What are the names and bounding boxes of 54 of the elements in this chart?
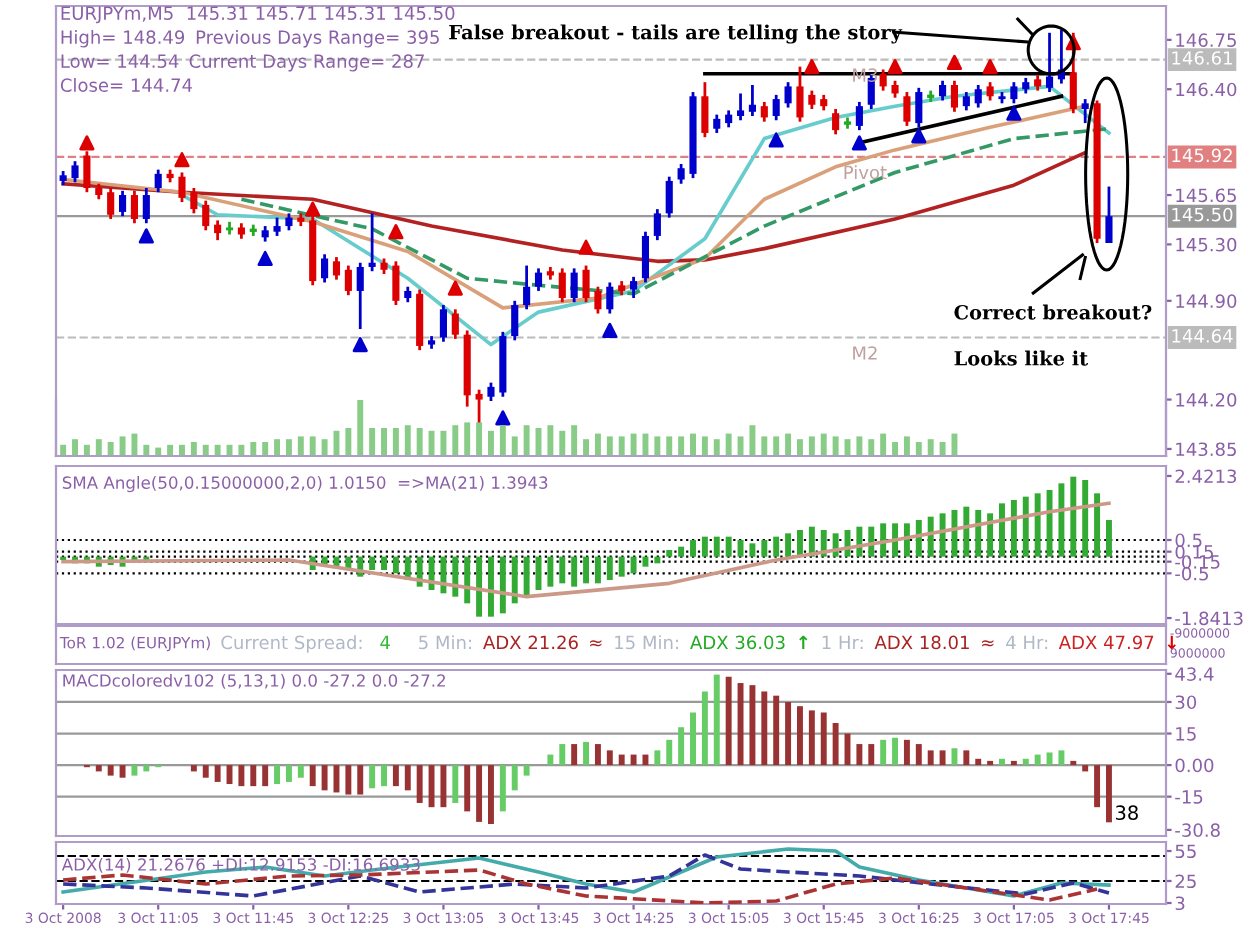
text: 4 Hr: bbox=[1006, 635, 1048, 649]
y-tick-label: 55 bbox=[1175, 844, 1196, 859]
annotation: Looks like it bbox=[954, 350, 1089, 366]
y-tick-label: 144.20 bbox=[1176, 393, 1237, 407]
text: ADX 47.97 bbox=[1058, 635, 1154, 650]
y-tick-label: 143.85 bbox=[1176, 442, 1236, 457]
ref-line-label: 145.50 bbox=[1172, 207, 1233, 222]
y-tick-label: 2.4213 bbox=[1175, 469, 1237, 484]
text: ↑ bbox=[799, 635, 808, 649]
annotation: Current Days Range= 287 bbox=[189, 54, 424, 72]
annotation: ADX(14) 21.2676 +DI:12.9153 -DI:16.6933 bbox=[61, 857, 420, 873]
annotation: MACDcoloredv102 (5,13,1) 0.0 -27.2 0.0 -27.2 bbox=[63, 673, 445, 689]
text: ≈ bbox=[590, 640, 602, 647]
y-tick-label: 0.15 bbox=[1175, 545, 1213, 559]
annotation: 38 bbox=[1115, 805, 1138, 821]
y-tick-label: 146.40 bbox=[1176, 82, 1237, 97]
y-tick-label: 25 bbox=[1175, 874, 1196, 889]
text: 5 Min: bbox=[419, 635, 471, 650]
y-tick-label: 43.4 bbox=[1175, 667, 1214, 681]
ref-line-label: 145.92 bbox=[1172, 148, 1232, 163]
y-tick-label: 0.5 bbox=[1175, 533, 1202, 548]
text: Current Spread: bbox=[221, 635, 362, 653]
annotation: False breakout - tails are telling the story bbox=[449, 24, 903, 44]
annotation: Close= 144.74 bbox=[60, 78, 193, 92]
y-tick-label: 0.00 bbox=[1175, 758, 1214, 773]
annotation: High= 148.49 bbox=[61, 30, 185, 48]
y-tick-label: 146.75 bbox=[1176, 33, 1236, 47]
annotation: M2 bbox=[853, 346, 877, 360]
annotation: Correct breakout? bbox=[954, 304, 1152, 320]
text: ADX 36.03 bbox=[690, 635, 785, 650]
y-tick-label: 145.30 bbox=[1176, 237, 1237, 252]
y-tick-label: 145.65 bbox=[1176, 188, 1236, 203]
text: ADX 18.01 bbox=[874, 635, 969, 650]
annotation: Previous Days Range= 395 bbox=[196, 30, 439, 48]
y-tick-label: -1.8413 bbox=[1175, 611, 1243, 626]
ref-line-label: 146.61 bbox=[1172, 51, 1232, 65]
annotation: SMA Angle(50,0.15000000,2,0) 1.0150 =>MA(21) 1.3943 bbox=[62, 476, 548, 493]
annotation: EURJPYm,M5 145.31 145.71 145.31 145.50 bbox=[61, 6, 455, 24]
y-tick-label: 15 bbox=[1176, 727, 1196, 741]
annotation: Pivot bbox=[844, 165, 887, 180]
y-tick-label: 3 bbox=[1175, 896, 1185, 911]
text: 15 Min: bbox=[615, 635, 678, 650]
y-tick-label: -30.8 bbox=[1175, 823, 1220, 838]
ref-line-label: 144.64 bbox=[1172, 329, 1233, 343]
y-tick-label: 144.90 bbox=[1176, 294, 1237, 308]
text: ↓ bbox=[1167, 635, 1176, 650]
text: 4 bbox=[380, 635, 390, 649]
text: 1 Hr: bbox=[822, 635, 863, 649]
y-tick-label: 30 bbox=[1175, 695, 1197, 710]
annotation: M3 bbox=[853, 68, 878, 82]
text: ≈ bbox=[982, 640, 994, 647]
y-tick-label: -15 bbox=[1175, 790, 1203, 804]
text: ADX 21.26 bbox=[483, 635, 578, 650]
annotation: Low= 144.54 bbox=[61, 54, 179, 68]
